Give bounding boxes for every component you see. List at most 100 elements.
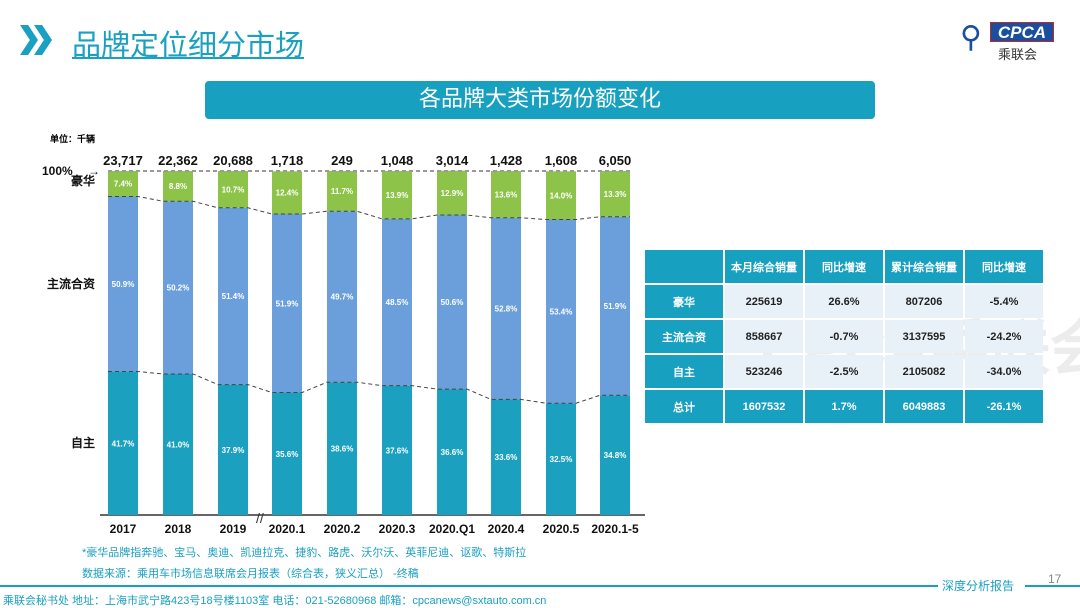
total-label: 23,717 [103, 153, 143, 168]
chart-banner: 各品牌大类市场份额变化 [205, 81, 875, 119]
page-number: 17 [1048, 572, 1062, 586]
footer-divider [0, 585, 938, 587]
table-header: 累计综合销量 [885, 250, 963, 283]
data-label: 53.4% [550, 307, 573, 316]
logo-sub: 乘联会 [998, 47, 1038, 62]
table-header: 同比增速 [805, 250, 883, 283]
table-cell: 1.7% [805, 390, 883, 423]
sales-table: 本月综合销量 同比增速 累计综合销量 同比增速 豪华 225619 26.6% 807206-… [643, 248, 1045, 425]
footer-divider-right [1025, 585, 1080, 587]
bar-segment [272, 171, 302, 214]
footer-tag: 深度分析报告 [942, 579, 1015, 593]
row-label: 总计 [645, 390, 723, 423]
table-cell: 523246 [725, 355, 803, 388]
data-label: 37.9% [222, 446, 245, 455]
bar-segment [218, 171, 248, 208]
total-label: 1,048 [381, 153, 414, 168]
data-label: 35.6% [276, 450, 299, 459]
data-label: 33.6% [495, 453, 518, 462]
bar-segment [600, 171, 630, 217]
data-label: 7.4% [114, 180, 132, 189]
table-cell: 807206 [885, 285, 963, 318]
data-label: 12.9% [441, 189, 464, 198]
x-tick-label: 2020.3 [379, 522, 416, 536]
x-tick-label: 2020.2 [324, 522, 361, 536]
table-cell: 1607532 [725, 390, 803, 423]
bar-segment [218, 207, 248, 385]
table-cell: 6049883 [885, 390, 963, 423]
data-label: 34.8% [604, 451, 627, 460]
source-note: 数据来源：乘用车市场信息联席会月报表（综合表，狭义汇总） -终稿 [82, 568, 419, 580]
legend-label: 豪华 [71, 173, 95, 188]
table-cell: 858667 [725, 320, 803, 353]
bar-segment [108, 171, 138, 197]
data-label: 38.6% [331, 445, 354, 454]
table-cell: 3137595 [885, 320, 963, 353]
bar-segment [437, 215, 467, 390]
data-label: 10.7% [222, 185, 245, 194]
bar-segment [108, 196, 138, 372]
top-axis-label: 100% [42, 164, 73, 178]
bar-segment [546, 171, 576, 220]
bar-segment [163, 171, 193, 202]
unit-label: 单位：千辆 [50, 134, 96, 144]
total-label: 1,718 [271, 153, 304, 168]
total-label: 22,362 [158, 153, 198, 168]
x-tick-label: 2018 [165, 522, 192, 536]
data-label: 8.8% [169, 182, 187, 191]
table-header: 同比增速 [965, 250, 1043, 283]
data-label: 50.2% [167, 284, 190, 293]
table-row: 总计 1607532 1.7% 6049883 -26.1% [645, 390, 1043, 423]
connector-line [108, 371, 630, 404]
data-label: 52.8% [495, 305, 518, 314]
data-label: 49.7% [331, 293, 354, 302]
data-label: 48.5% [386, 298, 409, 307]
data-label: 50.6% [441, 298, 464, 307]
data-label: 11.7% [331, 187, 353, 196]
bar-segment [600, 216, 630, 396]
data-label: 14.0% [550, 191, 573, 200]
bar-segment [108, 371, 138, 515]
x-tick-label: 2020.4 [488, 522, 525, 536]
x-tick-label: 2019 [220, 522, 247, 536]
data-label: 13.3% [604, 190, 627, 199]
bar-segment [327, 171, 357, 212]
table-header: 本月综合销量 [725, 250, 803, 283]
logo-mark-icon: ⚲ [960, 21, 982, 54]
x-tick-label: 2020.1 [269, 522, 306, 536]
legend-label: 自主 [71, 435, 95, 450]
footer-contact: 乘联会秘书处 地址：上海市武宁路423号18号楼1103室 电话：021-526… [3, 595, 547, 607]
bar-segment [491, 399, 521, 515]
table-header [645, 250, 723, 283]
bar-segment [163, 373, 193, 515]
x-tick-label: 2020.1-5 [591, 522, 639, 536]
total-label: 20,688 [213, 153, 253, 168]
arrow-icon: → [88, 164, 100, 178]
total-label: 249 [331, 153, 353, 168]
bar-segment [382, 385, 412, 515]
page-title: 品牌定位细分市场 [72, 28, 305, 62]
table-cell: -34.0% [965, 355, 1043, 388]
total-label: 6,050 [599, 153, 632, 168]
total-label: 1,608 [545, 153, 578, 168]
table-row: 主流合资 858667 -0.7% 3137595 -24.2% [645, 320, 1043, 353]
x-tick-label: 2017 [110, 522, 137, 536]
data-label: 51.4% [222, 292, 245, 301]
data-label: 32.5% [550, 455, 573, 464]
table-cell: 225619 [725, 285, 803, 318]
legend-label: 主流合资 [47, 276, 95, 291]
connector-line [108, 195, 630, 221]
bar-segment [546, 219, 576, 404]
data-label: 41.7% [112, 439, 135, 448]
cpca-logo: ⚲ CPCA 乘联会 [958, 20, 1068, 62]
data-label: 37.6% [386, 446, 409, 455]
table-cell: -24.2% [965, 320, 1043, 353]
data-label: 51.9% [276, 299, 299, 308]
bar-segment [163, 201, 193, 374]
table-cell: 2105082 [885, 355, 963, 388]
luxury-note: *豪华品牌指奔驰、宝马、奥迪、凯迪拉克、捷豹、路虎、沃尔沃、英菲尼迪、讴歌、特斯… [82, 547, 527, 559]
row-label: 主流合资 [645, 320, 723, 353]
table-cell: -2.5% [805, 355, 883, 388]
table-cell: 26.6% [805, 285, 883, 318]
